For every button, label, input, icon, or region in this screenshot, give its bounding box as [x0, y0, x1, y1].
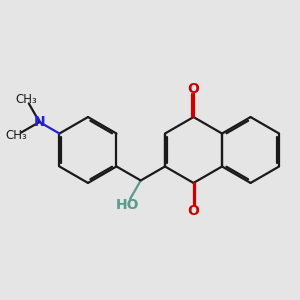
- Text: CH₃: CH₃: [6, 129, 28, 142]
- Text: O: O: [188, 82, 200, 96]
- Text: N: N: [34, 115, 45, 129]
- Text: O: O: [188, 204, 200, 218]
- Text: HO: HO: [116, 198, 139, 212]
- Text: CH₃: CH₃: [16, 93, 37, 106]
